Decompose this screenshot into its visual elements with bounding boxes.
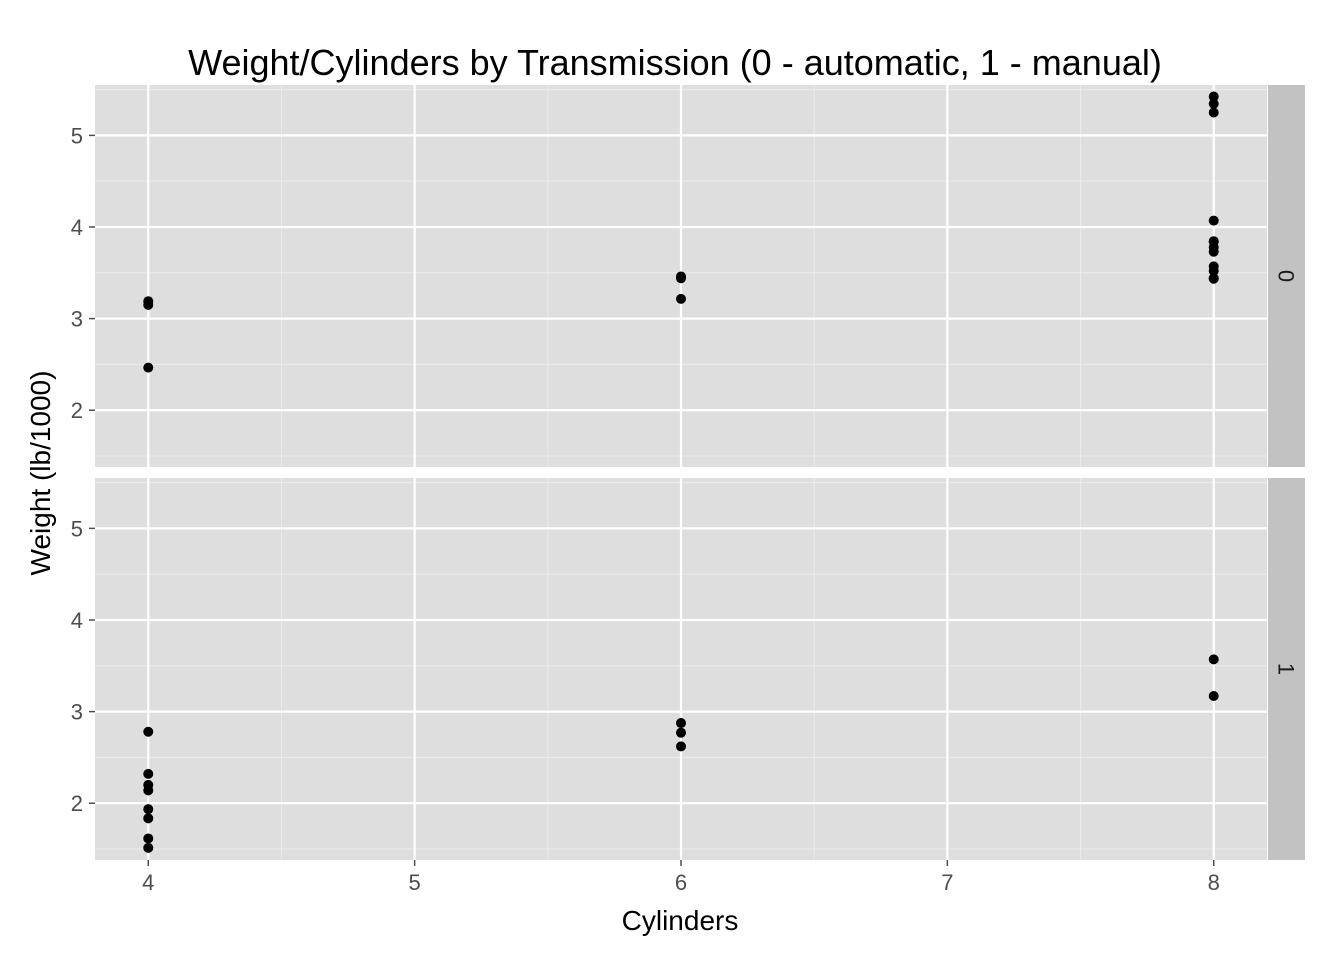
data-point [1208,654,1219,665]
facet-panels: 2 3 4 5 0 2 3 4 5 1 [71,85,1305,860]
data-point [1208,265,1219,276]
data-point [143,362,154,373]
x-tick-label: 4 [142,870,154,895]
data-point [676,271,686,282]
data-point [676,741,686,752]
data-point [1208,691,1219,702]
x-tick-label: 5 [409,870,421,895]
data-point [1208,91,1219,102]
facet-panel-0: 2 3 4 5 0 [71,85,1305,467]
data-point [1208,236,1219,247]
x-axis: 4 5 6 7 8 [142,860,1220,895]
x-tick-label: 7 [941,870,953,895]
facet-strip-label: 0 [1274,270,1299,282]
x-tick-label: 8 [1208,870,1220,895]
y-axis-title: Weight (lb/1000) [25,371,56,576]
facet-panel-1: 2 3 4 5 1 [71,478,1305,860]
y-tick-label: 4 [71,215,83,240]
data-point [1208,215,1219,226]
x-tick-label: 6 [675,870,687,895]
data-point [143,813,154,824]
y-tick-label: 5 [71,123,83,148]
data-point [143,842,154,853]
data-point [1208,273,1219,284]
data-point [143,833,154,844]
y-tick-label: 5 [71,516,83,541]
facet-strip [1268,85,1305,467]
chart-title: Weight/Cylinders by Transmission (0 - au… [188,42,1162,83]
data-point [676,718,686,729]
data-point [143,299,154,310]
data-point [676,293,686,304]
data-point [676,727,686,738]
data-point [143,785,154,796]
data-point [1208,98,1219,109]
data-point [143,726,154,737]
y-tick-label: 3 [71,700,83,725]
y-tick-label: 2 [71,398,83,423]
y-tick-label: 3 [71,307,83,332]
facet-strip-label: 1 [1274,663,1299,675]
facet-strip [1268,478,1305,860]
y-tick-label: 4 [71,608,83,633]
y-tick-label: 2 [71,791,83,816]
x-axis-title: Cylinders [622,905,739,936]
data-point [143,804,154,815]
data-point [143,768,154,779]
data-point [1208,107,1219,118]
